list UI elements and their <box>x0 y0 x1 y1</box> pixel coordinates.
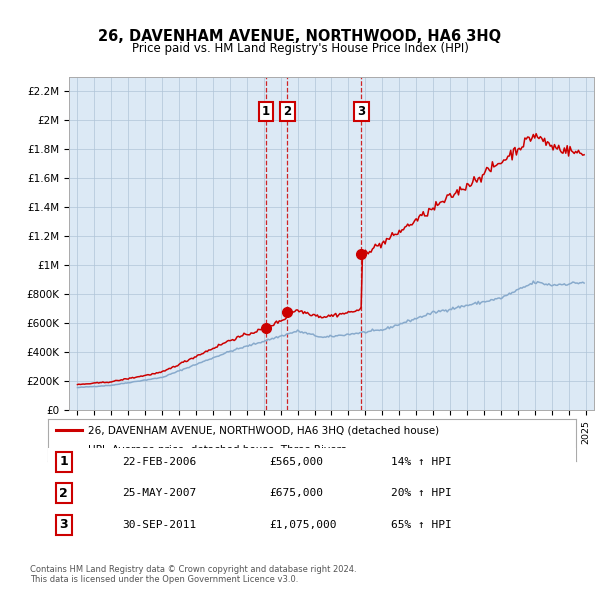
Text: 3: 3 <box>357 105 365 118</box>
Text: 3: 3 <box>59 518 68 531</box>
Text: 26, DAVENHAM AVENUE, NORTHWOOD, HA6 3HQ (detached house): 26, DAVENHAM AVENUE, NORTHWOOD, HA6 3HQ … <box>88 425 439 435</box>
Text: £675,000: £675,000 <box>270 489 324 498</box>
Text: Price paid vs. HM Land Registry's House Price Index (HPI): Price paid vs. HM Land Registry's House … <box>131 42 469 55</box>
Text: 14% ↑ HPI: 14% ↑ HPI <box>391 457 452 467</box>
Text: £565,000: £565,000 <box>270 457 324 467</box>
Text: £1,075,000: £1,075,000 <box>270 520 337 529</box>
Text: 65% ↑ HPI: 65% ↑ HPI <box>391 520 452 529</box>
Text: 2: 2 <box>59 487 68 500</box>
Text: 26, DAVENHAM AVENUE, NORTHWOOD, HA6 3HQ: 26, DAVENHAM AVENUE, NORTHWOOD, HA6 3HQ <box>98 29 502 44</box>
Text: 25-MAY-2007: 25-MAY-2007 <box>122 489 196 498</box>
Text: Contains HM Land Registry data © Crown copyright and database right 2024.: Contains HM Land Registry data © Crown c… <box>30 565 356 575</box>
Text: HPI: Average price, detached house, Three Rivers: HPI: Average price, detached house, Thre… <box>88 445 346 455</box>
Text: 20% ↑ HPI: 20% ↑ HPI <box>391 489 452 498</box>
Text: 1: 1 <box>59 455 68 468</box>
Text: 1: 1 <box>262 105 270 118</box>
Text: 30-SEP-2011: 30-SEP-2011 <box>122 520 196 529</box>
Text: 22-FEB-2006: 22-FEB-2006 <box>122 457 196 467</box>
Text: 2: 2 <box>283 105 292 118</box>
Text: This data is licensed under the Open Government Licence v3.0.: This data is licensed under the Open Gov… <box>30 575 298 584</box>
